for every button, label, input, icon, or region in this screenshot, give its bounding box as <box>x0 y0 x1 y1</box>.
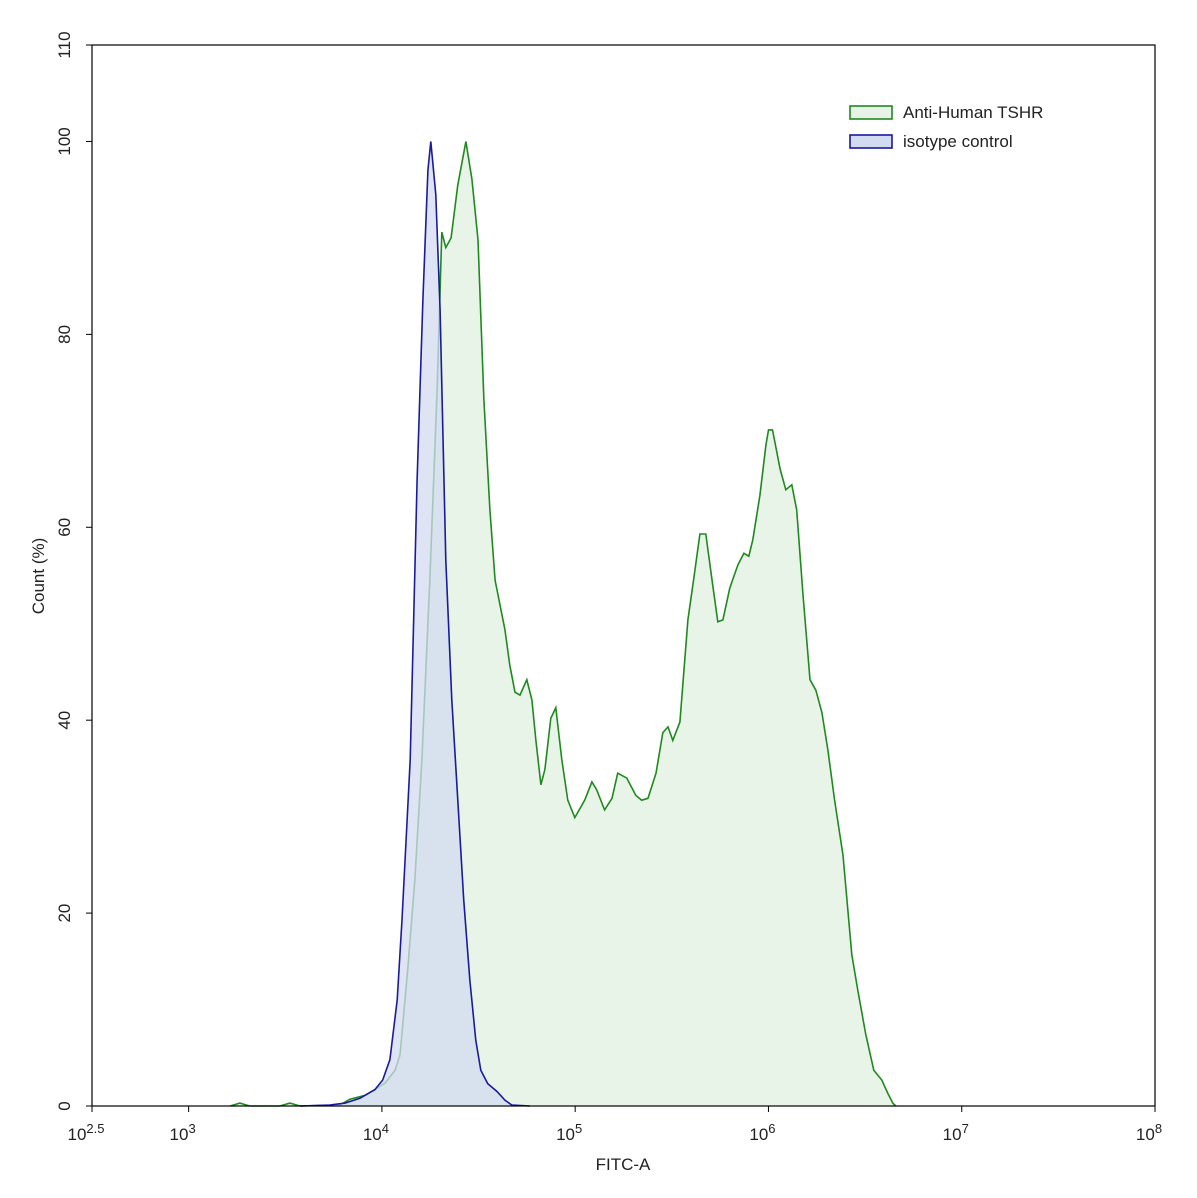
x-tick-base: 10 <box>1136 1125 1155 1144</box>
y-axis-label: Count (%) <box>29 538 48 615</box>
x-tick-base: 10 <box>943 1125 962 1144</box>
y-tick-label: 0 <box>55 1101 74 1110</box>
x-tick-label: 105 <box>556 1121 582 1144</box>
y-tick-label: 20 <box>55 904 74 923</box>
y-tick-label: 100 <box>55 127 74 155</box>
x-tick-label: 103 <box>170 1121 196 1144</box>
x-tick-exponent: 3 <box>188 1121 195 1136</box>
legend-label: Anti-Human TSHR <box>903 103 1043 122</box>
y-tick-label: 40 <box>55 711 74 730</box>
legend-swatch <box>849 105 893 120</box>
x-tick-exponent: 5 <box>575 1121 582 1136</box>
x-tick-exponent: 4 <box>382 1121 389 1136</box>
y-tick-label: 80 <box>55 325 74 344</box>
y-tick-label: 110 <box>55 31 74 58</box>
x-tick-base: 10 <box>68 1125 87 1144</box>
x-tick-exponent: 6 <box>768 1121 775 1136</box>
x-tick-label: 104 <box>363 1121 389 1144</box>
legend-label: isotype control <box>903 132 1013 151</box>
x-tick-base: 10 <box>170 1125 189 1144</box>
histogram-area <box>229 141 897 1107</box>
x-tick-label: 106 <box>749 1121 775 1144</box>
x-tick-label: 107 <box>943 1121 969 1144</box>
legend-swatch <box>849 134 893 149</box>
x-tick-exponent: 8 <box>1155 1121 1162 1136</box>
x-axis-label: FITC-A <box>596 1155 651 1174</box>
x-tick-base: 10 <box>556 1125 575 1144</box>
y-tick-label: 60 <box>55 518 74 537</box>
x-tick-base: 10 <box>749 1125 768 1144</box>
plot-frame <box>91 44 1156 1107</box>
x-tick-label: 108 <box>1136 1121 1162 1144</box>
x-tick-label: 102.5 <box>68 1121 105 1144</box>
x-tick-exponent: 7 <box>962 1121 969 1136</box>
x-tick-base: 10 <box>363 1125 382 1144</box>
x-tick-exponent: 2.5 <box>86 1121 104 1136</box>
histogram-area <box>299 141 530 1107</box>
